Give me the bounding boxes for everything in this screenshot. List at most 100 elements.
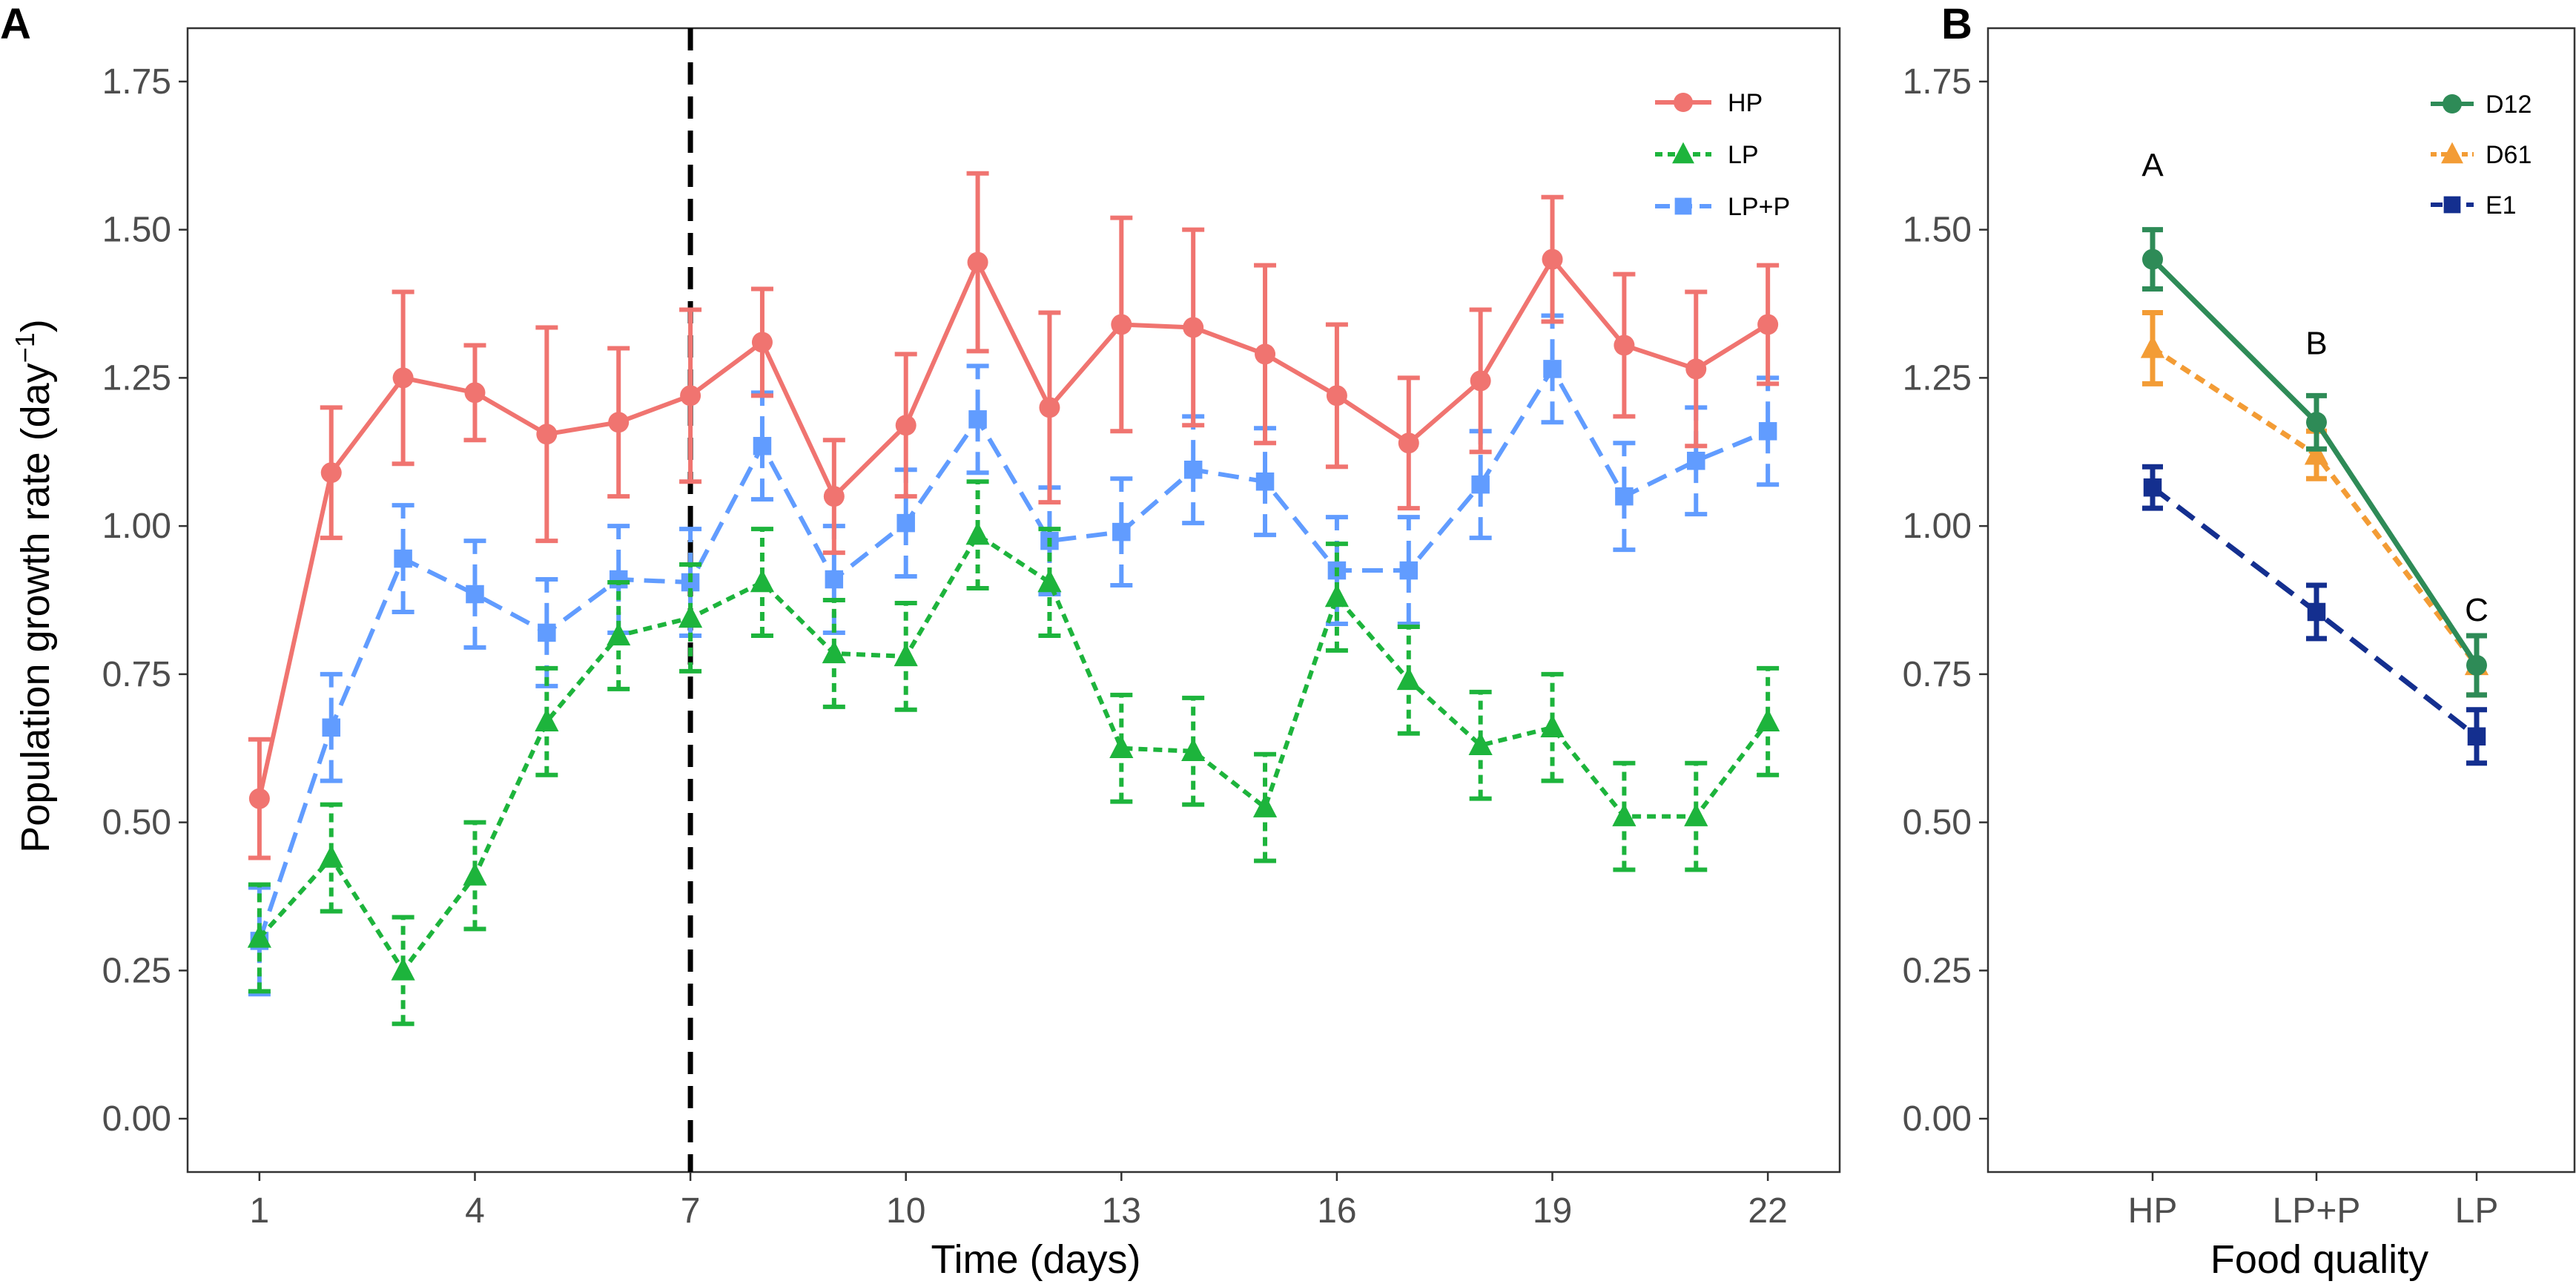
panel-a-x-tick-label: 13: [1102, 1191, 1141, 1231]
data-point: [825, 570, 844, 589]
data-point: [247, 924, 271, 948]
data-point: [608, 412, 630, 433]
data-point: [2142, 248, 2163, 270]
data-point: [822, 640, 846, 664]
series-e1: [2142, 464, 2487, 766]
data-point: [678, 605, 703, 628]
legend-key-marker: [1674, 93, 1693, 112]
legend-b: D12 D61 E1: [2431, 90, 2532, 220]
panel-b-y-tick-label: 0.25: [1903, 951, 1972, 990]
legend-a: HP LP LP+P: [1655, 89, 1790, 221]
data-point: [2140, 335, 2165, 358]
data-point: [1471, 475, 1490, 494]
y-axis-title: Population growth rate (day−1): [10, 319, 58, 852]
legend-key-marker: [2443, 196, 2461, 214]
legend-label: D61: [2486, 141, 2532, 169]
data-point: [2466, 654, 2487, 676]
data-point: [391, 957, 415, 981]
data-point: [319, 844, 343, 868]
data-point: [322, 718, 340, 737]
panel-b-x-tick-label: LP: [2455, 1191, 2499, 1231]
panel-a-x-tick-label: 19: [1533, 1191, 1572, 1231]
panel-b-y-tick-label: 0.75: [1903, 655, 1972, 694]
legend-label: HP: [1728, 89, 1763, 117]
data-point: [680, 385, 701, 406]
data-point: [2143, 478, 2162, 497]
data-point: [607, 622, 631, 646]
data-point: [750, 569, 775, 593]
data-point: [1183, 317, 1204, 338]
significance-letter: B: [2305, 325, 2327, 361]
data-point: [1111, 314, 1132, 335]
data-point: [2467, 727, 2486, 746]
data-point: [968, 410, 987, 429]
legend-label: D12: [2486, 90, 2532, 119]
x-axis-title-b: Food quality: [2210, 1237, 2428, 1282]
series-hp: [248, 171, 1780, 860]
data-point: [1181, 738, 1206, 761]
data-point: [967, 251, 988, 273]
data-point: [1470, 370, 1491, 392]
legend-label: LP: [1728, 141, 1759, 169]
data-point: [1542, 248, 1563, 270]
data-point: [1255, 472, 1275, 491]
data-point: [1326, 385, 1347, 406]
panel-b-y-tick-label: 1.00: [1903, 507, 1972, 546]
data-point: [536, 424, 558, 445]
panel-a-y-tick-label: 0.75: [102, 655, 171, 694]
data-point: [609, 570, 628, 589]
data-point: [1615, 487, 1634, 506]
data-point: [1756, 708, 1780, 732]
panel-a-y-tick-label: 1.75: [102, 62, 171, 102]
panel-a-y-tick-label: 0.00: [102, 1099, 171, 1139]
panel-b-y-tick-label: 0.50: [1903, 803, 1972, 843]
legend-label: LP+P: [1728, 193, 1790, 221]
legend-key-marker: [2441, 142, 2463, 164]
panel-letter-a: A: [0, 0, 31, 48]
data-point: [1614, 335, 1635, 356]
y-axis-title-end: ): [13, 319, 58, 332]
data-point: [2304, 441, 2329, 465]
panel-b-y-tick-label: 1.25: [1903, 358, 1972, 398]
data-point: [2306, 412, 2327, 433]
panel-a-y-tick-label: 1.00: [102, 507, 171, 546]
panel-a-x-tick-label: 4: [465, 1191, 485, 1231]
panel-a-y-tick-label: 0.25: [102, 951, 171, 990]
data-point: [1758, 422, 1777, 441]
data-point: [538, 623, 556, 642]
data-point: [1757, 314, 1779, 335]
data-point: [895, 415, 917, 436]
data-point: [320, 462, 342, 484]
series-line: [257, 366, 1769, 942]
data-point: [1399, 561, 1419, 580]
data-point: [1183, 460, 1203, 479]
panel-a-x-tick-label: 16: [1317, 1191, 1356, 1231]
data-point: [392, 367, 414, 389]
data-point: [394, 549, 412, 568]
data-point: [1685, 358, 1707, 380]
data-point: [1324, 584, 1350, 608]
data-point: [894, 643, 918, 667]
panel-b-plot-frame: [1987, 27, 2576, 1174]
panel-b-y-tick-label: 0.00: [1903, 1099, 1972, 1139]
legend-label: E1: [2486, 191, 2517, 220]
panel-letter-b: B: [1941, 0, 1972, 48]
significance-letter: A: [2141, 148, 2164, 184]
series-lp: [247, 479, 1780, 1027]
panel-b-food-quality: 0.00 0.25 0.50 0.75 1.00 1.25 1.50 1.75 HP LP+P LP…: [1903, 27, 2576, 1231]
data-point: [1255, 343, 1276, 365]
series-d12: [2142, 227, 2487, 698]
data-point: [1612, 803, 1637, 826]
data-point: [248, 788, 270, 809]
data-point: [1540, 714, 1565, 738]
data-point: [751, 332, 773, 353]
data-point: [2307, 602, 2326, 622]
panel-a-y-tick-label: 1.25: [102, 358, 171, 398]
data-point: [1109, 735, 1134, 758]
data-point: [1684, 803, 1708, 826]
data-point: [1543, 360, 1562, 378]
significance-letter: C: [2465, 592, 2489, 628]
data-point: [1687, 451, 1705, 470]
panel-b-y-tick-label: 1.50: [1903, 211, 1972, 250]
panel-a-x-tick-label: 22: [1748, 1191, 1787, 1231]
